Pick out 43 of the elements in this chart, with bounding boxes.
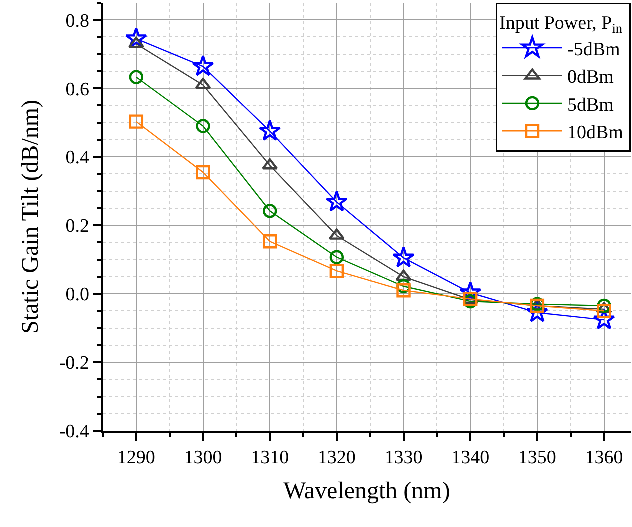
y-tick-label: -0.4: [59, 422, 90, 443]
legend-label: -5dBm: [568, 39, 620, 60]
point: [262, 234, 278, 249]
point: [330, 264, 344, 278]
point: [463, 294, 478, 309]
y-tick-label: 0.0: [66, 284, 90, 306]
legend-label: 5dBm: [568, 94, 614, 116]
y-tick-label: -0.2: [59, 353, 90, 374]
point: [196, 119, 210, 134]
x-tick-label: 1330: [384, 448, 423, 469]
x-tick-label: 1290: [117, 448, 156, 469]
point: [396, 270, 412, 282]
point: [396, 284, 411, 298]
x-tick-label: 1320: [318, 448, 356, 469]
x-axis-title: Wavelength (nm): [284, 478, 450, 504]
y-tick-label: 0.8: [66, 10, 90, 32]
point: [597, 298, 612, 314]
y-tick-label: 0.6: [66, 79, 90, 100]
y-axis-title: Static Gain Tilt (dB/nm): [18, 100, 44, 334]
point: [196, 165, 210, 180]
point: [326, 190, 348, 212]
legend-label: 10dBm: [568, 122, 624, 144]
point: [597, 304, 612, 318]
point: [129, 114, 144, 129]
y-tick-label: 0.4: [66, 148, 90, 169]
point: [192, 55, 214, 76]
x-tick-label: 1350: [518, 448, 556, 469]
y-tick-label: 0.2: [66, 216, 90, 238]
point: [259, 120, 282, 141]
legend-label: 0dBm: [568, 67, 614, 88]
point: [129, 70, 144, 84]
x-tick-label: 1300: [184, 448, 222, 469]
legend-title: Input Power, P$_{in}$: [500, 13, 623, 36]
point: [526, 301, 549, 322]
x-tick-label: 1310: [251, 448, 290, 469]
point: [593, 308, 616, 330]
point: [330, 250, 344, 264]
point: [392, 246, 415, 268]
x-tick-label: 1340: [452, 448, 490, 469]
point: [396, 279, 411, 294]
point: [262, 204, 278, 218]
x-tick-label: 1360: [585, 448, 624, 469]
point: [125, 27, 148, 49]
